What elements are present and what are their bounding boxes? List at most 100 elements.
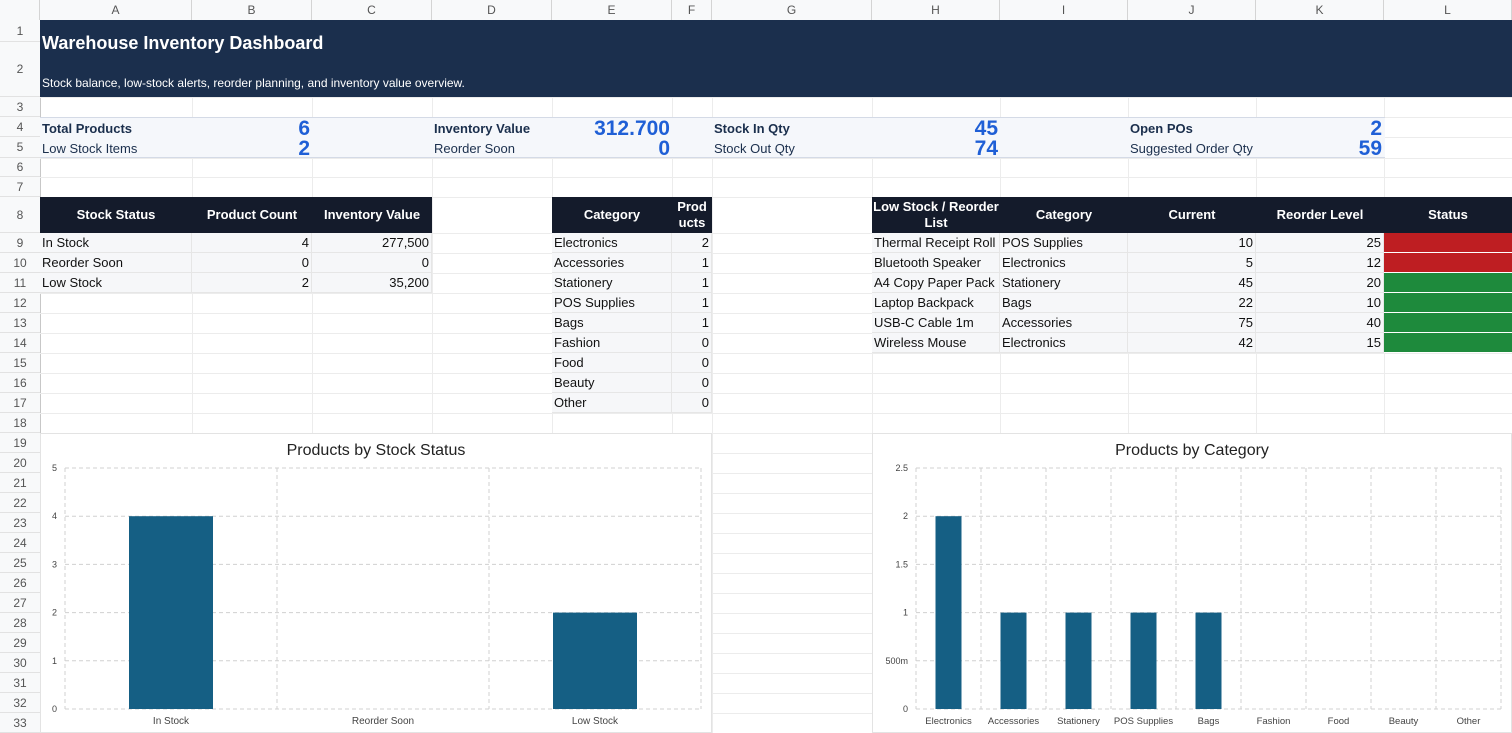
table-cell[interactable]: Accessories xyxy=(1000,313,1128,333)
column-header-j[interactable]: J xyxy=(1128,0,1256,20)
row-header-31[interactable]: 31 xyxy=(0,673,40,693)
table-cell[interactable]: 0 xyxy=(672,333,712,353)
kpi-low-stock-value[interactable]: 2 xyxy=(298,137,310,160)
status-indicator[interactable] xyxy=(1384,253,1512,273)
row-header-17[interactable]: 17 xyxy=(0,393,40,413)
table-cell[interactable]: A4 Copy Paper Pack xyxy=(872,273,1000,293)
table-cell[interactable]: 0 xyxy=(672,353,712,373)
row-header-9[interactable]: 9 xyxy=(0,233,40,253)
row-header-5[interactable]: 5 xyxy=(0,137,40,158)
row-header-30[interactable]: 30 xyxy=(0,653,40,673)
row-header-33[interactable]: 33 xyxy=(0,713,40,733)
row-header-18[interactable]: 18 xyxy=(0,413,40,433)
row-header-10[interactable]: 10 xyxy=(0,253,40,273)
column-header-l[interactable]: L xyxy=(1384,0,1512,20)
row-header-1[interactable]: 1 xyxy=(0,20,40,42)
table-cell[interactable]: 35,200 xyxy=(312,273,432,293)
table-cell[interactable]: Electronics xyxy=(1000,333,1128,353)
row-header-21[interactable]: 21 xyxy=(0,473,40,493)
table-cell[interactable]: Beauty xyxy=(552,373,672,393)
column-header-e[interactable]: E xyxy=(552,0,672,20)
row-header-19[interactable]: 19 xyxy=(0,433,40,453)
status-indicator[interactable] xyxy=(1384,333,1512,353)
table-cell[interactable]: Bluetooth Speaker xyxy=(872,253,1000,273)
row-header-32[interactable]: 32 xyxy=(0,693,40,713)
table-cell[interactable]: 25 xyxy=(1256,233,1384,253)
status-indicator[interactable] xyxy=(1384,313,1512,333)
row-header-28[interactable]: 28 xyxy=(0,613,40,633)
column-header-g[interactable]: G xyxy=(712,0,872,20)
table-cell[interactable]: Wireless Mouse xyxy=(872,333,1000,353)
table-cell[interactable]: Low Stock xyxy=(40,273,192,293)
column-header-h[interactable]: H xyxy=(872,0,1000,20)
table-cell[interactable]: 1 xyxy=(672,313,712,333)
table-cell[interactable]: 1 xyxy=(672,253,712,273)
row-header-12[interactable]: 12 xyxy=(0,293,40,313)
kpi-stock-in-value[interactable]: 45 xyxy=(974,117,998,140)
table-cell[interactable]: 2 xyxy=(192,273,312,293)
table-cell[interactable]: Accessories xyxy=(552,253,672,273)
row-header-24[interactable]: 24 xyxy=(0,533,40,553)
table-cell[interactable]: In Stock xyxy=(40,233,192,253)
table-cell[interactable]: 1 xyxy=(672,273,712,293)
table-cell[interactable]: USB-C Cable 1m xyxy=(872,313,1000,333)
table-cell[interactable]: Electronics xyxy=(552,233,672,253)
column-header-i[interactable]: I xyxy=(1000,0,1128,20)
table-cell[interactable]: 1 xyxy=(672,293,712,313)
kpi-open-pos-value[interactable]: 2 xyxy=(1370,117,1382,140)
row-header-13[interactable]: 13 xyxy=(0,313,40,333)
table-cell[interactable]: 5 xyxy=(1128,253,1256,273)
row-header-4[interactable]: 4 xyxy=(0,117,40,137)
table-cell[interactable]: Stationery xyxy=(552,273,672,293)
table-cell[interactable]: Reorder Soon xyxy=(40,253,192,273)
row-header-22[interactable]: 22 xyxy=(0,493,40,513)
row-header-14[interactable]: 14 xyxy=(0,333,40,353)
row-header-29[interactable]: 29 xyxy=(0,633,40,653)
table-cell[interactable]: POS Supplies xyxy=(552,293,672,313)
table-cell[interactable]: 75 xyxy=(1128,313,1256,333)
table-cell[interactable]: 22 xyxy=(1128,293,1256,313)
row-header-6[interactable]: 6 xyxy=(0,158,40,177)
row-header-7[interactable]: 7 xyxy=(0,177,40,197)
row-header-26[interactable]: 26 xyxy=(0,573,40,593)
table-cell[interactable]: 0 xyxy=(672,373,712,393)
column-header-a[interactable]: A xyxy=(40,0,192,20)
table-cell[interactable]: 2 xyxy=(672,233,712,253)
row-header-20[interactable]: 20 xyxy=(0,453,40,473)
table-cell[interactable]: 277,500 xyxy=(312,233,432,253)
table-cell[interactable]: Laptop Backpack xyxy=(872,293,1000,313)
kpi-total-products-value[interactable]: 6 xyxy=(298,117,310,140)
row-header-27[interactable]: 27 xyxy=(0,593,40,613)
kpi-reorder-soon-value[interactable]: 0 xyxy=(658,137,670,160)
column-header-f[interactable]: F xyxy=(672,0,712,20)
table-cell[interactable]: Food xyxy=(552,353,672,373)
table-cell[interactable]: Stationery xyxy=(1000,273,1128,293)
kpi-inventory-value-value[interactable]: 312.700 xyxy=(594,117,670,140)
category-chart[interactable]: Products by Category 0 500m 1 1.5 2 2.5 Electr… xyxy=(872,433,1512,733)
table-cell[interactable]: 0 xyxy=(312,253,432,273)
column-header-d[interactable]: D xyxy=(432,0,552,20)
table-cell[interactable]: 10 xyxy=(1256,293,1384,313)
table-cell[interactable]: Bags xyxy=(552,313,672,333)
table-cell[interactable]: 0 xyxy=(192,253,312,273)
row-header-8[interactable]: 8 xyxy=(0,197,40,233)
table-cell[interactable]: POS Supplies xyxy=(1000,233,1128,253)
table-cell[interactable]: Thermal Receipt Roll xyxy=(872,233,1000,253)
table-cell[interactable]: 12 xyxy=(1256,253,1384,273)
table-cell[interactable]: Bags xyxy=(1000,293,1128,313)
select-all-corner[interactable] xyxy=(0,0,40,20)
status-indicator[interactable] xyxy=(1384,293,1512,313)
table-cell[interactable]: 42 xyxy=(1128,333,1256,353)
table-cell[interactable]: 4 xyxy=(192,233,312,253)
table-cell[interactable]: 40 xyxy=(1256,313,1384,333)
table-cell[interactable]: 10 xyxy=(1128,233,1256,253)
kpi-suggested-order-value[interactable]: 59 xyxy=(1358,137,1382,160)
table-cell[interactable]: Fashion xyxy=(552,333,672,353)
column-header-b[interactable]: B xyxy=(192,0,312,20)
stock-status-chart[interactable]: Products by Stock Status 0 1 2 3 4 5 In Stock R… xyxy=(40,433,712,733)
row-header-16[interactable]: 16 xyxy=(0,373,40,393)
table-cell[interactable]: 15 xyxy=(1256,333,1384,353)
row-header-2[interactable]: 2 xyxy=(0,42,40,97)
table-cell[interactable]: 20 xyxy=(1256,273,1384,293)
column-header-k[interactable]: K xyxy=(1256,0,1384,20)
